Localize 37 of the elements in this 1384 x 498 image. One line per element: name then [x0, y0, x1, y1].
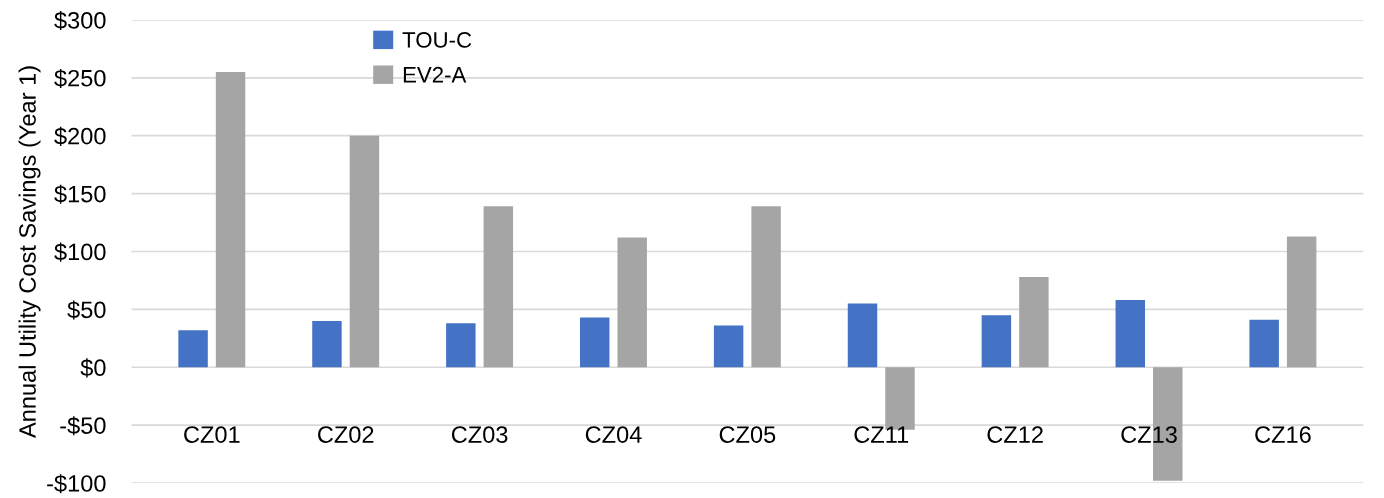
- bar: [215, 72, 246, 368]
- x-tick-label: CZ12: [987, 426, 1043, 443]
- bar: [1286, 236, 1317, 368]
- y-tick-label: $0: [80, 358, 106, 378]
- bar: [713, 325, 744, 368]
- bar: [617, 237, 647, 368]
- x-tick-label: CZ04: [585, 426, 642, 443]
- x-tick-label: CZ11: [854, 426, 909, 443]
- bar: [1115, 300, 1145, 368]
- y-axis-title: Annual Utility Cost Savings (Year 1): [18, 66, 41, 439]
- x-tick-label: CZ01: [184, 426, 240, 443]
- y-tick-label: $300: [54, 11, 106, 31]
- y-tick-label: -$100: [47, 474, 106, 494]
- legend-label: TOU-C: [402, 32, 472, 48]
- bar: [580, 317, 610, 368]
- x-tick-label: CZ03: [451, 426, 508, 443]
- bar: [483, 206, 514, 368]
- y-tick-label: $200: [54, 126, 106, 146]
- bar: [847, 303, 878, 368]
- x-tick-label: CZ05: [719, 426, 776, 443]
- y-tick-label: $100: [54, 242, 106, 262]
- bar: [1019, 276, 1049, 368]
- x-tick-label: CZ02: [318, 426, 374, 443]
- y-tick-label: $150: [54, 184, 106, 204]
- bar: [751, 206, 781, 368]
- bar: [312, 320, 342, 368]
- x-tick-label: CZ13: [1121, 426, 1177, 443]
- bar: [446, 323, 476, 368]
- legend-label: EV2-A: [403, 66, 467, 83]
- x-tick-label: CZ16: [1255, 426, 1311, 443]
- y-tick-label: $50: [67, 300, 106, 320]
- bar: [178, 330, 208, 368]
- y-tick-label: -$50: [60, 416, 106, 436]
- bar: [981, 315, 1012, 368]
- bar: [349, 135, 380, 368]
- y-tick-label: $250: [54, 68, 106, 89]
- bar: [1249, 319, 1279, 368]
